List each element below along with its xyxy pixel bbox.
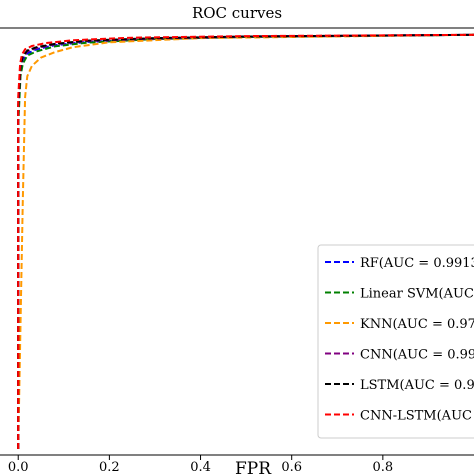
x-ticks: 0.0 0.2 0.4 0.6 0.8 — [8, 455, 393, 474]
legend-label-2: KNN(AUC = 0.9789) — [360, 317, 474, 332]
series-group — [17, 33, 474, 450]
series-line-2 — [17, 33, 474, 450]
legend-label-3: CNN(AUC = 0.9921) — [360, 348, 474, 363]
legend: RF(AUC = 0.9913) Linear SVM(AUC = 0. KNN(A… — [317, 244, 474, 439]
legend-label-1: Linear SVM(AUC = 0. — [360, 287, 474, 302]
legend-label-0: RF(AUC = 0.9913) — [360, 256, 474, 271]
legend-label-5: CNN-LSTM(AUC = 0. — [360, 409, 474, 424]
x-tick-label: 0.6 — [281, 460, 302, 474]
x-tick-label: 0.2 — [99, 460, 120, 474]
legend-label-4: LSTM(AUC = 0.9927) — [360, 378, 474, 393]
x-tick-label: 0.8 — [373, 460, 394, 474]
x-tick-label: 0.4 — [190, 460, 211, 474]
chart-title: ROC curves — [192, 4, 282, 22]
series-line-5 — [17, 33, 474, 449]
x-axis-label: FPR — [235, 459, 272, 474]
x-tick-label: 0.0 — [8, 460, 29, 474]
legend-box — [317, 244, 474, 439]
